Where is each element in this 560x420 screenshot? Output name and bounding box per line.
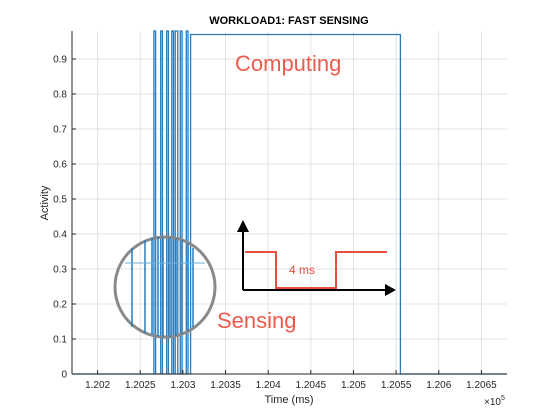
- y-tick-label: 0.5: [53, 195, 67, 206]
- x-tick-label: 1.2035: [210, 380, 241, 391]
- x-exponent-label: ×105: [484, 395, 505, 408]
- y-tick-label: 0: [61, 370, 67, 381]
- x-tick-label: 1.2065: [466, 380, 497, 391]
- inset-waveform: 4 ms: [237, 220, 396, 296]
- period-label: 4 ms: [289, 263, 315, 277]
- x-tick-label: 1.202: [85, 380, 110, 391]
- sensing-label: Sensing: [217, 308, 297, 333]
- inset-pulse: [245, 251, 387, 289]
- y-tick-label: 0.7: [53, 125, 67, 136]
- inset-x-arrowhead: [385, 284, 396, 296]
- y-tick-label: 0.9: [53, 55, 67, 66]
- y-tick-label: 0.8: [53, 90, 67, 101]
- zoom-lines: [125, 237, 205, 337]
- inset-y-arrowhead: [237, 220, 249, 232]
- x-tick-label: 1.206: [426, 380, 451, 391]
- x-tick-label: 1.2025: [125, 380, 156, 391]
- y-tick-label: 0.4: [53, 230, 67, 241]
- x-tick-label: 1.2055: [381, 380, 412, 391]
- x-tick-label: 1.2045: [296, 380, 327, 391]
- tick-labels: 1.202 1.2025 1.203 1.2035 1.204 1.2045 1.205 1.…: [53, 55, 497, 392]
- chart-title: WORKLOAD1: FAST SENSING: [209, 15, 369, 27]
- x-tick-label: 1.203: [170, 380, 195, 391]
- x-tick-label: 1.204: [256, 380, 281, 391]
- y-tick-label: 0.2: [53, 300, 67, 311]
- y-tick-label: 0.1: [53, 335, 67, 346]
- y-tick-label: 0.3: [53, 265, 67, 276]
- zoom-circle: [113, 235, 217, 339]
- computing-label: Computing: [235, 51, 341, 76]
- x-axis-label: Time (ms): [264, 394, 313, 406]
- x-exponent-power: 5: [501, 395, 505, 402]
- x-tick-label: 1.205: [341, 380, 366, 391]
- y-tick-label: 0.6: [53, 160, 67, 171]
- y-axis-label: Activity: [39, 185, 51, 220]
- axes: [71, 31, 507, 375]
- x-exponent-base: ×10: [484, 397, 501, 408]
